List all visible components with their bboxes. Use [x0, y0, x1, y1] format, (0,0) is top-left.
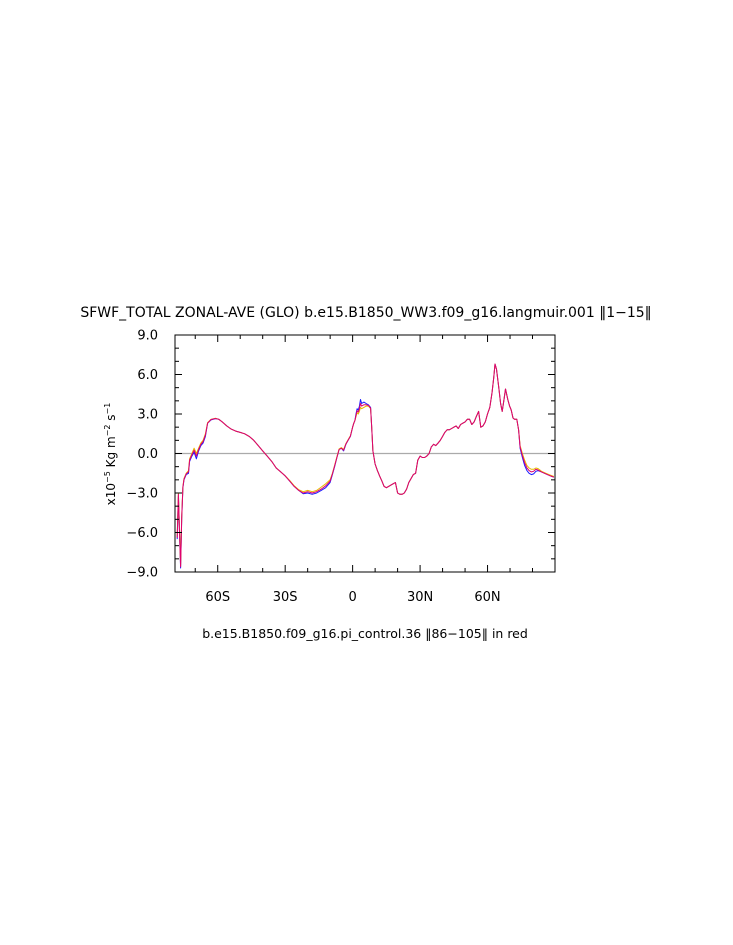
y-axis-label: x10−5 Kg m−2 s−1	[103, 403, 118, 506]
y-tick-label: 3.0	[137, 408, 158, 423]
x-axis: 60S 30S 0 30N 60N	[194, 335, 556, 605]
y-tick-label: 9.0	[137, 329, 158, 344]
y-label-mid: Kg m	[104, 436, 118, 471]
y-tick-label: −3.0	[126, 487, 158, 502]
plot-lines	[175, 363, 555, 569]
y-tick-label: 6.0	[137, 368, 158, 383]
y-label-mid2: s	[104, 414, 118, 424]
y-tick-label: −9.0	[126, 566, 158, 581]
x-tick-label: 60N	[474, 590, 500, 605]
chart-title: SFWF_TOTAL ZONAL-AVE (GLO) b.e15.B1850_W…	[80, 305, 651, 321]
x-tick-label: 30N	[407, 590, 433, 605]
x-tick-label: 0	[348, 590, 356, 605]
series-line-0	[176, 363, 555, 569]
y-label-exp2: −2	[103, 425, 112, 437]
x-axis-label: b.e15.B1850.f09_g16.pi_control.36 ‖86−10…	[202, 626, 528, 641]
x-tick-label: 30S	[273, 590, 298, 605]
series-line-1	[176, 363, 555, 566]
y-label-prefix: x10	[104, 483, 118, 505]
y-tick-label: −6.0	[126, 526, 158, 541]
y-axis: 9.0 6.0 3.0 0.0 −3.0 −6.0 −9.0	[126, 329, 555, 581]
y-tick-label: 0.0	[137, 447, 158, 462]
y-label-exp3: −1	[103, 403, 112, 415]
series-line-2	[176, 363, 555, 568]
x-tick-label: 60S	[205, 590, 230, 605]
y-label-exp1: −5	[103, 471, 112, 483]
